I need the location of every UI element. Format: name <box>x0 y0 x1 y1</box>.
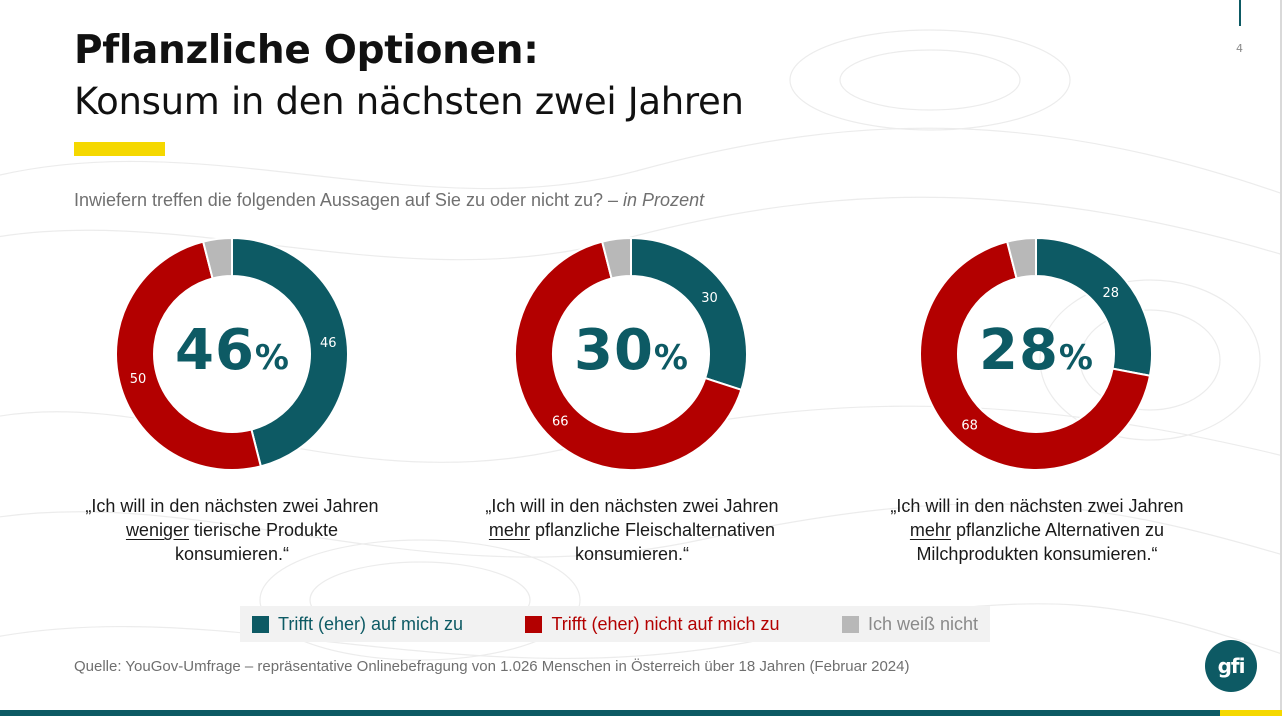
statement-3: „Ich will in den nächsten zwei Jahren me… <box>877 494 1197 566</box>
donut-1-center-value: 46% <box>115 318 349 383</box>
donut-3-segment-weiss-nicht <box>1005 236 1037 280</box>
donut-2-center-value: 30% <box>514 318 748 383</box>
legend-swatch-trifft <box>252 615 269 633</box>
gfi-logo: gfi <box>1205 640 1257 692</box>
slide-subtitle: Konsum in den nächsten zwei Jahren <box>74 80 744 123</box>
donut-chart-2-svg: 30 66 <box>514 236 748 471</box>
bottom-bar <box>0 710 1282 716</box>
legend-label-weiss-nicht: Ich weiß nicht <box>867 613 978 634</box>
slide-right-edge <box>1280 0 1282 716</box>
title-accent-bar <box>74 142 165 156</box>
statement-2-pre: „Ich will in den nächsten zwei Jahren <box>485 496 779 516</box>
legend-label-trifft: Trifft (eher) auf mich zu <box>278 613 464 634</box>
bottom-bar-teal <box>0 710 1220 716</box>
donut-1-segment-nicht <box>115 240 263 471</box>
donut-2-label-nicht: 66 <box>552 414 569 429</box>
page-number: 4 <box>1236 42 1243 55</box>
chart-legend: Trifft (eher) auf mich zu Trifft (eher) … <box>240 606 990 642</box>
donut-3-label-trifft: 28 <box>1102 286 1119 301</box>
statement-2-post: pflanzliche Fleischalternativen konsumie… <box>529 520 776 564</box>
question-text: Inwiefern treffen die folgenden Aussagen… <box>74 190 604 210</box>
survey-question: Inwiefern treffen die folgenden Aussagen… <box>74 190 704 211</box>
bottom-bar-yellow <box>1220 710 1282 716</box>
donut-1-label-trifft: 46 <box>320 336 337 351</box>
donut-2-center-number: 30 <box>573 318 654 383</box>
question-unit: – in Prozent <box>603 190 705 210</box>
donut-chart-3-svg: 28 68 <box>919 236 1153 471</box>
donut-3-center-unit: % <box>1058 338 1093 378</box>
statement-3-emphasis: mehr <box>909 520 951 540</box>
donut-2-segment-weiss-nicht <box>600 236 632 280</box>
slide-title: Pflanzliche Optionen: <box>74 28 539 73</box>
donut-1-center-unit: % <box>254 338 289 378</box>
donut-2-label-trifft: 30 <box>701 291 718 306</box>
statement-3-post: pflanzliche Alternativen zu Milchprodukt… <box>916 520 1165 564</box>
legend-label-nicht: Trifft (eher) nicht auf mich zu <box>551 613 780 634</box>
donut-chart-1: 46 50 46% <box>115 236 349 472</box>
donut-3-label-nicht: 68 <box>961 419 978 434</box>
donut-chart-3: 28 68 28% <box>919 236 1153 472</box>
statement-1-post: tierische Produkte konsumieren.“ <box>174 520 339 564</box>
donut-2-center-unit: % <box>653 338 688 378</box>
donut-chart-1-svg: 46 50 <box>115 236 349 471</box>
corner-accent-line <box>1239 0 1241 26</box>
donut-3-center-value: 28% <box>919 318 1153 383</box>
legend-swatch-weiss-nicht <box>841 615 859 633</box>
donut-1-label-nicht: 50 <box>130 372 147 387</box>
statement-3-pre: „Ich will in den nächsten zwei Jahren <box>890 496 1184 516</box>
donut-2-segment-nicht <box>514 240 743 471</box>
donut-3-segment-nicht <box>919 240 1152 471</box>
donut-1-segment-trifft <box>231 236 349 468</box>
statement-1-pre: „Ich will in den nächsten zwei Jahren <box>85 496 379 516</box>
donut-1-center-number: 46 <box>174 318 255 383</box>
statement-2: „Ich will in den nächsten zwei Jahren me… <box>472 494 792 566</box>
gfi-logo-text: gfi <box>1217 654 1246 678</box>
statement-1: „Ich will in den nächsten zwei Jahren we… <box>72 494 392 566</box>
statement-2-emphasis: mehr <box>488 520 530 540</box>
legend-item-weiss-nicht: Ich weiß nicht <box>841 613 978 635</box>
donut-1-segment-weiss-nicht <box>201 236 233 280</box>
donut-2-segment-trifft <box>630 236 748 392</box>
statement-1-emphasis: weniger <box>125 520 189 540</box>
donut-3-center-number: 28 <box>978 318 1059 383</box>
donut-chart-2: 30 66 30% <box>514 236 748 472</box>
source-note: Quelle: YouGov-Umfrage – repräsentative … <box>74 658 910 675</box>
legend-item-trifft: Trifft (eher) auf mich zu <box>252 614 463 635</box>
legend-swatch-nicht <box>525 615 543 633</box>
legend-item-nicht: Trifft (eher) nicht auf mich zu <box>525 613 780 635</box>
